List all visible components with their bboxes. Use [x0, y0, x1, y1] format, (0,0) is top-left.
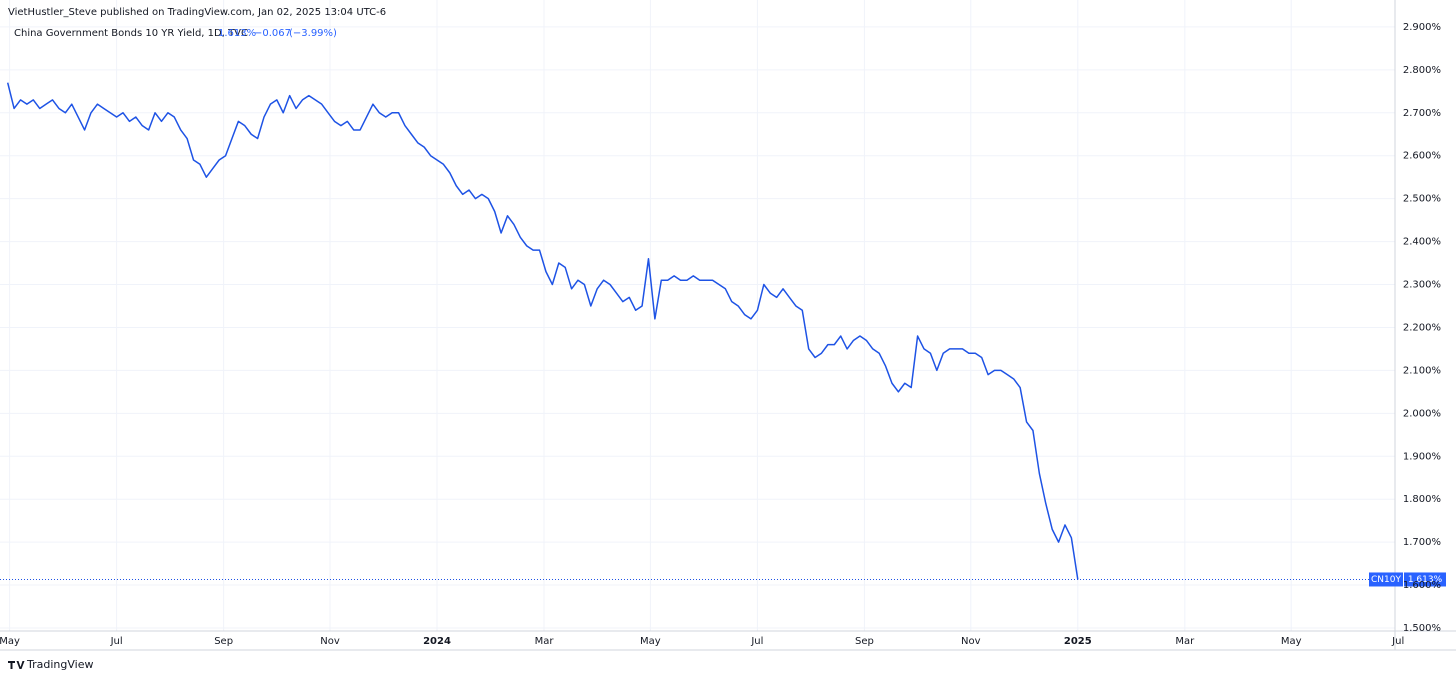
x-tick-label: Sep: [214, 636, 233, 647]
y-tick-label: 2.200%: [1403, 322, 1441, 333]
symbol-tag-box: [1369, 572, 1403, 587]
x-tick-label: Nov: [961, 636, 981, 647]
legend-change: −0.067: [254, 28, 291, 39]
plot-layer: [0, 82, 1395, 580]
x-tick-label: Jul: [110, 636, 123, 647]
y-tick-label: 2.700%: [1403, 108, 1441, 119]
y-tick-label: 2.600%: [1403, 151, 1441, 162]
x-tick-label: 2024: [423, 636, 451, 647]
x-tick-label: May: [1281, 636, 1302, 647]
y-tick-label: 1.900%: [1403, 451, 1441, 462]
x-tick-label: Mar: [535, 636, 555, 647]
y-tick-label: 2.300%: [1403, 280, 1441, 291]
legend-last: 1.613%: [218, 28, 256, 39]
y-tick-label: 2.500%: [1403, 194, 1441, 205]
y-tick-label: 1.500%: [1403, 623, 1441, 634]
x-tick-label: May: [0, 636, 20, 647]
x-tick-label: May: [640, 636, 661, 647]
symbol-tag: CN10Y: [1371, 575, 1401, 585]
grid-layer: [0, 0, 1395, 631]
price-tag-label: 1.613%: [1408, 575, 1443, 585]
x-tick-label: Mar: [1175, 636, 1195, 647]
brand-name: TradingView: [26, 658, 93, 671]
y-tick-label: 1.800%: [1403, 494, 1441, 505]
x-tick-label: Jul: [750, 636, 763, 647]
legend-title: China Government Bonds 10 YR Yield, 1D, …: [14, 28, 248, 39]
y-tick-label: 2.400%: [1403, 237, 1441, 248]
x-tick-label: Jul: [1391, 636, 1404, 647]
brand-logo: [8, 661, 25, 669]
x-tick-label: Sep: [855, 636, 874, 647]
y-tick-label: 2.900%: [1403, 22, 1441, 33]
y-tick-label: 2.800%: [1403, 65, 1441, 76]
x-tick-label: Nov: [320, 636, 340, 647]
y-tick-label: 2.100%: [1403, 365, 1441, 376]
y-tick-label: 2.000%: [1403, 408, 1441, 419]
price-tag: CN10Y 1.613%: [1369, 572, 1446, 587]
legend-change-pct: (−3.99%): [289, 28, 337, 39]
publisher-note: VietHustler_Steve published on TradingVi…: [8, 7, 386, 18]
series-line: [6, 82, 1079, 580]
y-tick-label: 1.700%: [1403, 537, 1441, 548]
x-tick-label: 2025: [1064, 636, 1092, 647]
y-tick-label: 1.600%: [1403, 580, 1441, 591]
price-tag-box: [1404, 572, 1446, 587]
